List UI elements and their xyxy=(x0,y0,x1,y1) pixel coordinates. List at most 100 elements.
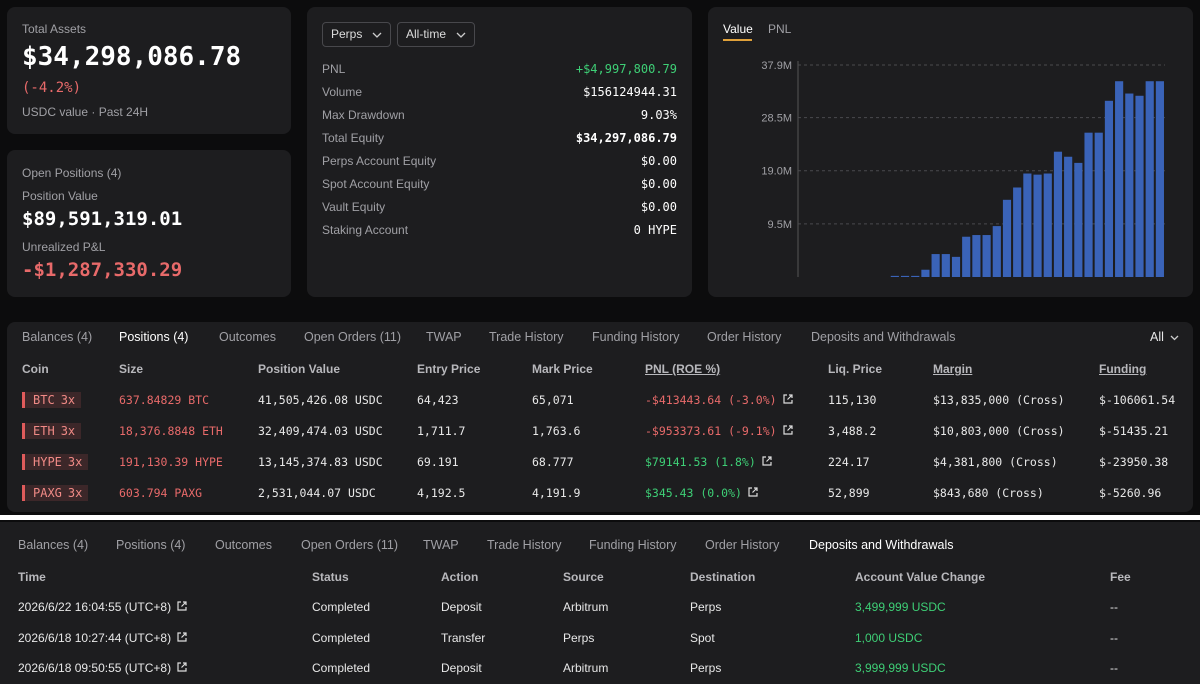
stat-label: PNL xyxy=(322,62,346,76)
bar xyxy=(900,275,910,277)
tab[interactable]: Trade History xyxy=(489,330,564,344)
stat-value: $0.00 xyxy=(640,200,677,214)
coin-badge: BTC 3x xyxy=(22,392,82,408)
bar xyxy=(1084,132,1093,277)
external-link-icon[interactable] xyxy=(762,453,772,471)
bar xyxy=(1053,151,1063,277)
separator xyxy=(0,515,1200,520)
tab[interactable]: Funding History xyxy=(592,330,680,344)
external-link-icon[interactable] xyxy=(177,598,187,616)
chart-tab[interactable]: Value xyxy=(723,22,753,36)
bar xyxy=(1023,173,1032,277)
tab[interactable]: Positions (4) xyxy=(119,330,189,344)
y-tick-label: 37.9M xyxy=(761,60,792,72)
bar xyxy=(921,269,930,277)
column-header: PNL (ROE %) xyxy=(645,362,721,376)
open-positions-card xyxy=(7,150,291,297)
leverage: 3x xyxy=(67,486,83,500)
tab[interactable]: Deposits and Withdrawals xyxy=(811,330,956,344)
tab[interactable]: Trade History xyxy=(487,538,562,552)
external-link-glyph xyxy=(762,456,772,466)
stat-label: Max Drawdown xyxy=(322,108,405,122)
bar xyxy=(972,235,981,277)
pnl: $79141.53 (1.8%) xyxy=(645,455,756,469)
mark-price: 1,763.6 xyxy=(532,424,581,438)
tab[interactable]: Outcomes xyxy=(215,538,272,552)
pnl: -$953373.61 (-9.1%) xyxy=(645,424,777,438)
tab[interactable]: Positions (4) xyxy=(116,538,186,552)
cell: Completed xyxy=(312,661,371,675)
mark-price: 4,191.9 xyxy=(532,486,581,500)
bar xyxy=(1135,95,1144,278)
tab[interactable]: TWAP xyxy=(426,330,462,344)
external-link-icon[interactable] xyxy=(177,629,187,647)
chart-tab[interactable]: PNL xyxy=(768,22,792,36)
column-header: Status xyxy=(312,570,349,584)
coin-badge: ETH 3x xyxy=(22,423,82,439)
coin-badge: HYPE 3x xyxy=(22,454,89,470)
funding: $-51435.21 xyxy=(1099,424,1169,438)
tab[interactable]: Open Orders (11) xyxy=(301,538,399,552)
external-link-icon[interactable] xyxy=(748,484,758,502)
cell: -- xyxy=(1110,630,1118,645)
tab[interactable]: Open Orders (11) xyxy=(304,330,402,344)
label: Open Positions (4) xyxy=(22,166,122,180)
bar xyxy=(1074,162,1083,277)
deposits-panel xyxy=(0,522,1200,684)
external-link-icon[interactable] xyxy=(783,391,793,409)
column-header: Funding xyxy=(1099,362,1147,376)
cell: 2026/6/22 16:04:55 (UTC+8) xyxy=(18,600,172,614)
stats-card xyxy=(307,7,692,297)
liq-price: 224.17 xyxy=(828,455,870,469)
tab[interactable]: Order History xyxy=(705,538,780,552)
leverage: 3x xyxy=(60,424,76,438)
pnl: $345.43 (0.0%) xyxy=(645,486,742,500)
bar xyxy=(1155,81,1164,277)
column-header: Position Value xyxy=(258,362,341,376)
leverage: 3x xyxy=(60,393,76,407)
stat-value: 9.03% xyxy=(640,108,677,122)
label: Total Assets xyxy=(22,22,87,36)
entry-price: 64,423 xyxy=(417,393,459,407)
tab[interactable]: TWAP xyxy=(423,538,459,552)
cell: 1,000 USDC xyxy=(855,630,923,645)
external-link-glyph xyxy=(783,425,793,435)
cell: Perps xyxy=(563,630,595,645)
external-link-icon[interactable] xyxy=(783,422,793,440)
funding: $-106061.54 xyxy=(1099,393,1176,407)
y-tick-label: 28.5M xyxy=(761,113,792,125)
mark-price: 65,071 xyxy=(532,393,574,407)
mark-price: 68.777 xyxy=(532,455,574,469)
external-link-icon[interactable] xyxy=(177,659,187,677)
note: USDC value · Past 24H xyxy=(22,105,149,119)
coin-badge: PAXG 3x xyxy=(22,485,89,501)
chevron xyxy=(372,32,382,38)
column-header: Margin xyxy=(933,362,973,376)
dropdown[interactable]: Perps xyxy=(322,22,392,47)
total-assets: $34,298,086.78 xyxy=(22,42,242,72)
tab[interactable]: Funding History xyxy=(589,538,677,552)
column-header: Liq. Price xyxy=(828,362,883,376)
tab[interactable]: Balances (4) xyxy=(22,330,93,344)
cell: Arbitrum xyxy=(563,661,609,675)
margin: $13,835,000 (Cross) xyxy=(933,393,1065,407)
tab[interactable]: Deposits and Withdrawals xyxy=(809,538,954,552)
y-tick-label: 9.5M xyxy=(768,219,792,231)
liq-price: 115,130 xyxy=(828,393,877,407)
liq-price: 3,488.2 xyxy=(828,424,877,438)
chart: Value PNL 9.5M 19.0M 28.5M 37.9M xyxy=(723,22,1165,278)
tab[interactable]: Balances (4) xyxy=(18,538,89,552)
bar xyxy=(1043,173,1052,277)
column-header: Source xyxy=(563,570,604,584)
tab[interactable]: Order History xyxy=(707,330,782,344)
bar xyxy=(941,254,950,277)
tab[interactable]: Outcomes xyxy=(219,330,276,344)
cell: Transfer xyxy=(441,630,486,645)
dropdown[interactable]: All-time xyxy=(397,22,476,47)
bar xyxy=(890,275,899,277)
cell: Spot xyxy=(690,630,715,645)
column-header: Action xyxy=(441,570,479,584)
column-header: Destination xyxy=(690,570,756,584)
cell: -- xyxy=(1110,600,1118,614)
filter-dropdown[interactable]: All xyxy=(1150,329,1179,345)
